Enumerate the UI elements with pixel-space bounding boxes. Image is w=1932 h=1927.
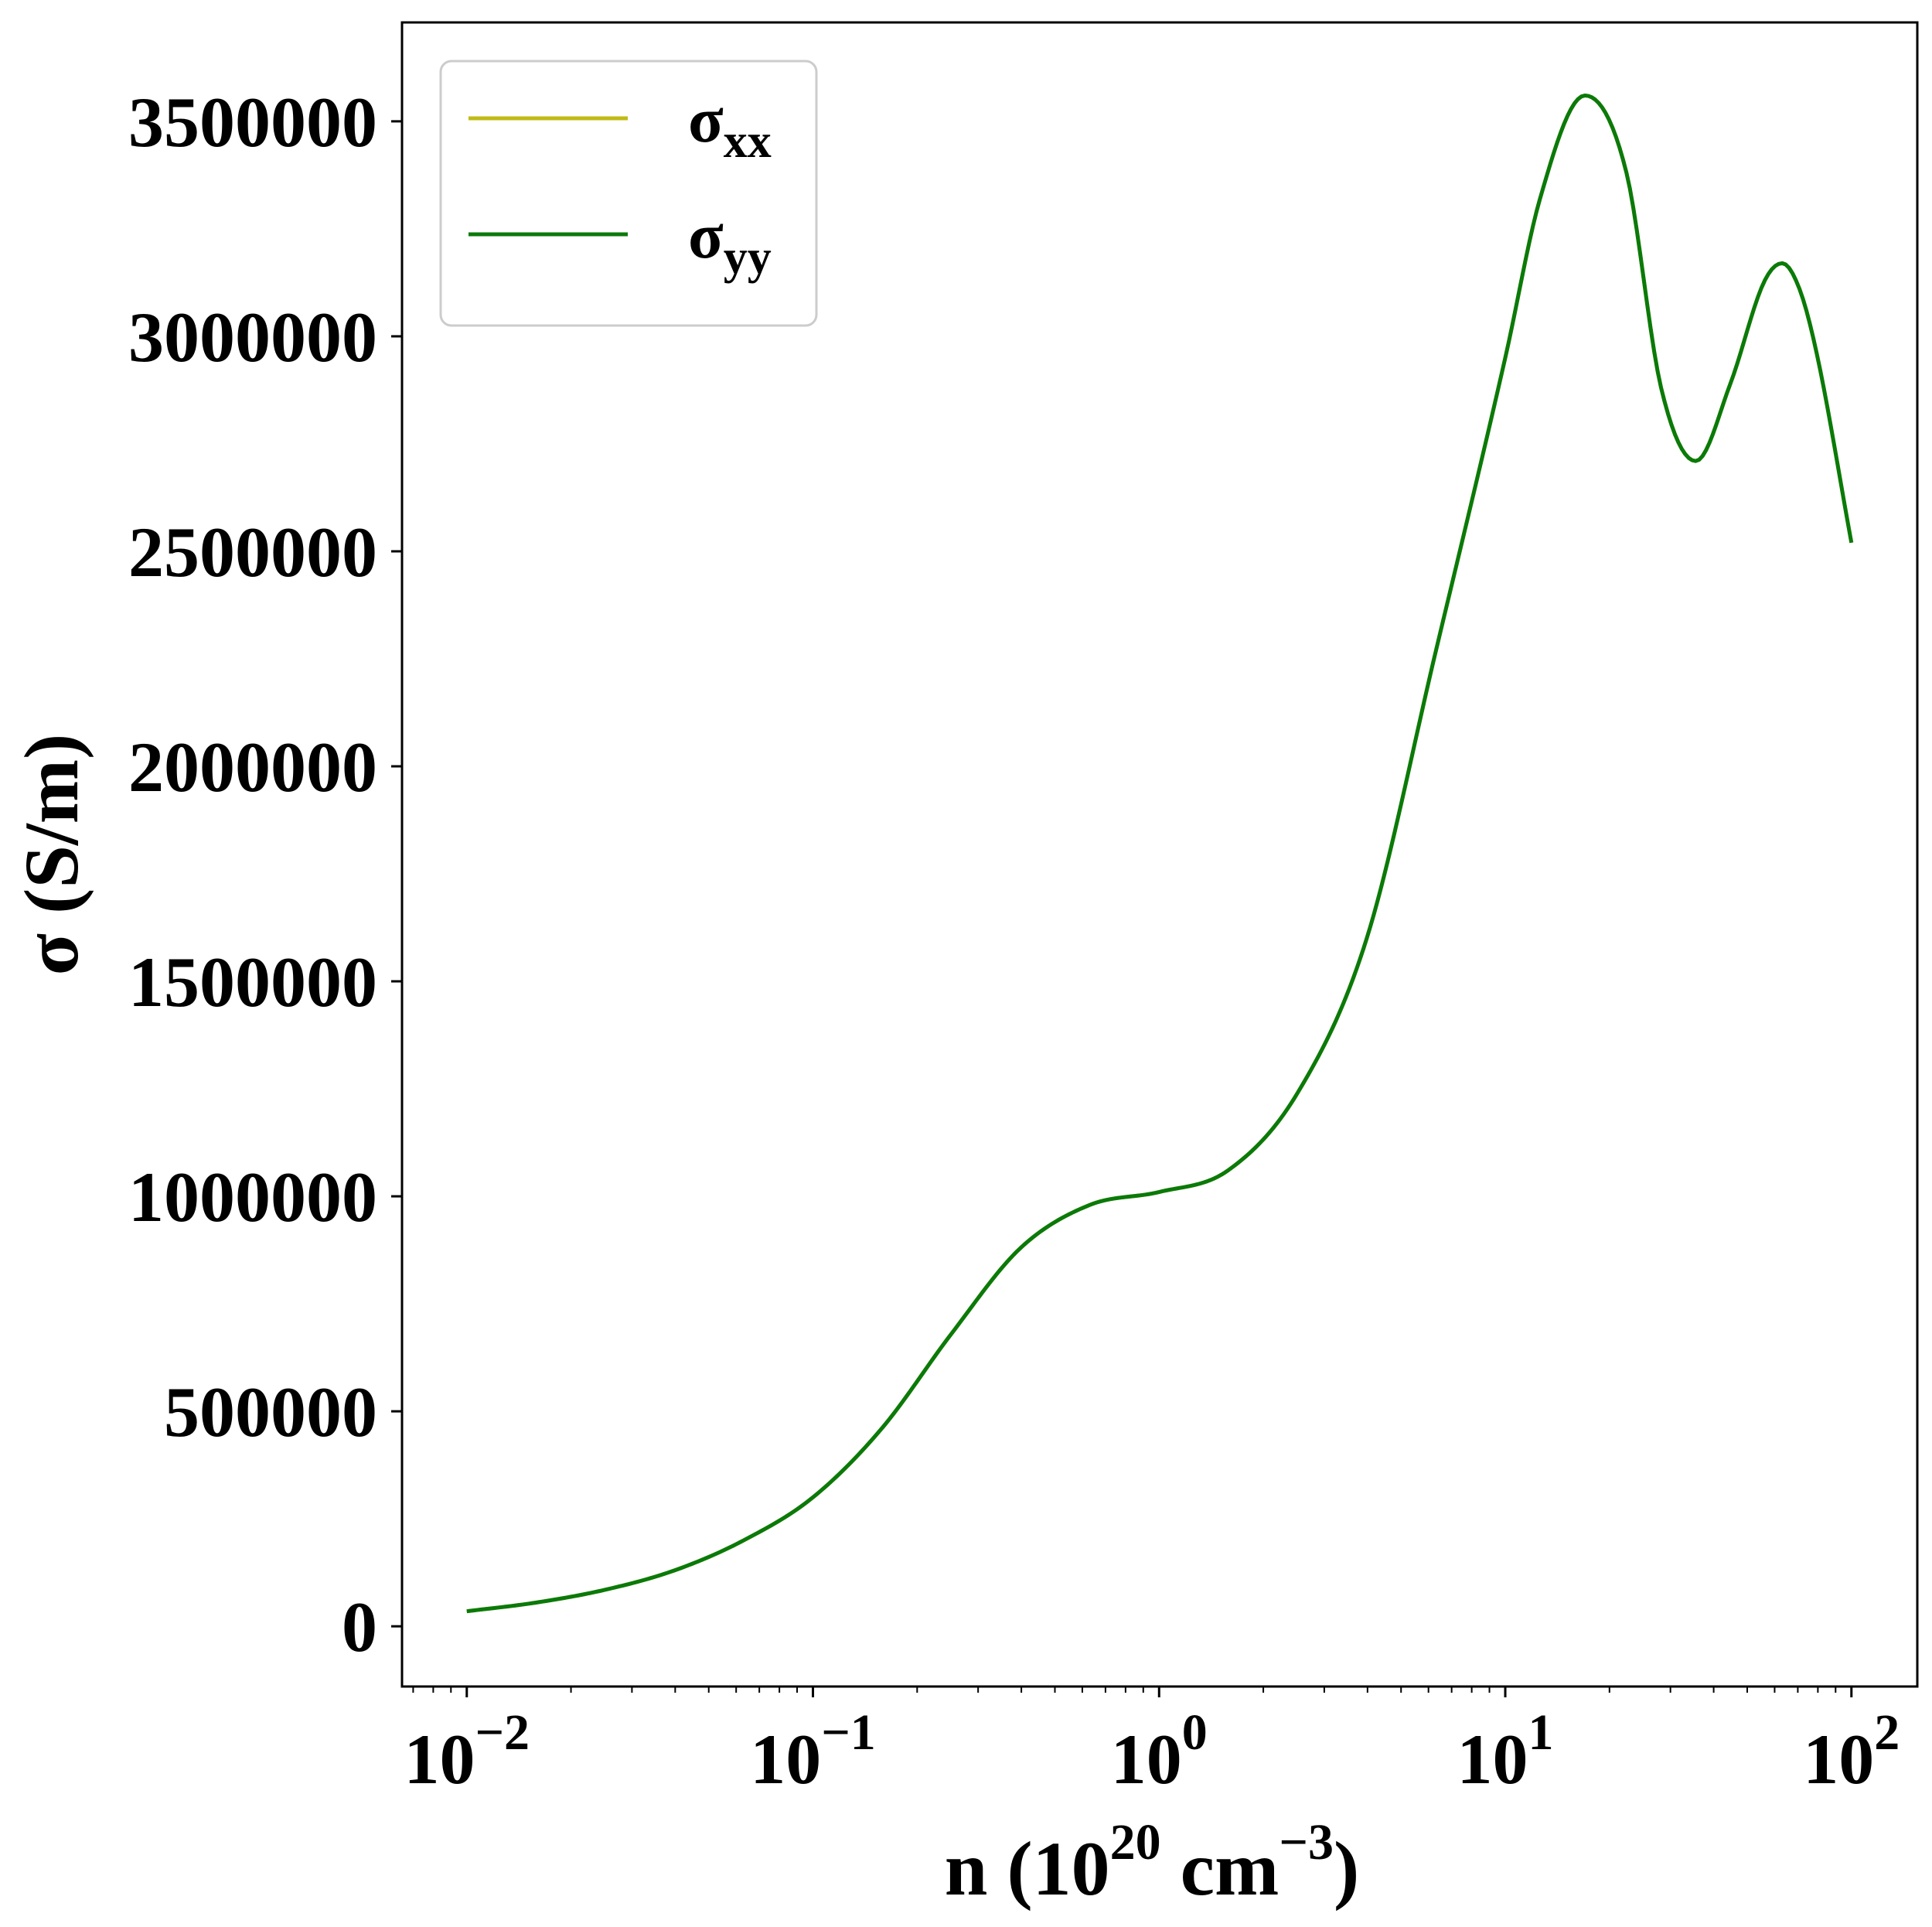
y-tick-label: 2500000 — [128, 513, 377, 592]
legend-label-sigma-yy-sub: yy — [724, 231, 772, 284]
x-axis-label: n (1020 cm−3) — [945, 1814, 1360, 1912]
legend-box — [439, 60, 818, 327]
y-tick-label: 2000000 — [128, 728, 377, 807]
legend-label-sigma-xx-sub: xx — [724, 115, 772, 168]
legend: σxx σyy — [439, 60, 818, 327]
series-line-yy — [466, 94, 1854, 1614]
x-tick-label: 102 — [1803, 1704, 1900, 1799]
legend-label-sigma-yy: σyy — [688, 200, 772, 284]
x-axis-label-prefix: n (10 — [945, 1826, 1110, 1912]
x-axis-minor-ticks — [412, 1687, 1837, 1693]
x-tick-label-exponent: 1 — [1528, 1704, 1554, 1761]
y-tick-label: 3500000 — [128, 83, 377, 162]
x-axis-ticks: 10−2 10−1 100 101 102 — [404, 1687, 1900, 1799]
legend-label-sigma-xx: σxx — [688, 84, 772, 168]
x-axis-label-sup2: −3 — [1279, 1814, 1334, 1871]
y-tick-label: 500000 — [164, 1373, 377, 1451]
y-tick-label: 0 — [342, 1588, 377, 1666]
x-tick-label-base: 10 — [1803, 1720, 1874, 1799]
x-tick-label-base: 10 — [1111, 1720, 1182, 1799]
x-tick-label-base: 10 — [1457, 1720, 1528, 1799]
x-tick-label-exponent: 2 — [1874, 1704, 1900, 1761]
x-tick-label-exponent: −1 — [821, 1704, 876, 1761]
y-axis-ticks: 0 500000 1000000 1500000 2000000 2500000 30000… — [128, 83, 402, 1666]
legend-label-sigma-xx-base: σ — [688, 84, 724, 156]
x-tick-label-base: 10 — [750, 1720, 821, 1799]
series-layer — [466, 94, 1854, 1614]
y-tick-label: 3000000 — [128, 298, 377, 377]
y-tick-label: 1000000 — [128, 1158, 377, 1236]
x-axis-label-mid: cm — [1161, 1826, 1279, 1912]
x-tick-label: 10−1 — [750, 1704, 876, 1799]
x-tick-label: 100 — [1111, 1704, 1208, 1799]
legend-label-sigma-yy-base: σ — [688, 200, 724, 272]
x-tick-label-base: 10 — [404, 1720, 475, 1799]
x-tick-label-exponent: −2 — [475, 1704, 530, 1761]
y-axis-label: σ (S/m) — [9, 734, 94, 976]
x-tick-label: 10−2 — [404, 1704, 530, 1799]
x-tick-label: 101 — [1457, 1704, 1554, 1799]
x-axis-label-suffix: ) — [1334, 1826, 1359, 1912]
x-axis-label-sup1: 20 — [1110, 1814, 1161, 1871]
y-tick-label: 1500000 — [128, 943, 377, 1021]
x-tick-label-exponent: 0 — [1182, 1704, 1208, 1761]
